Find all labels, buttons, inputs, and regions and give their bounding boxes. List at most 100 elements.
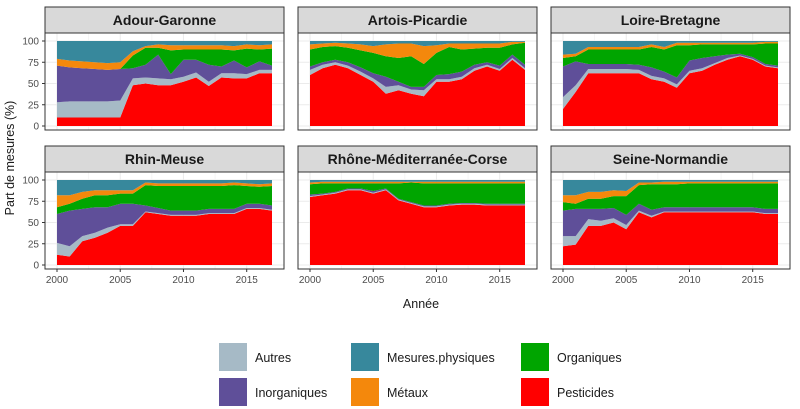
facet-strip bbox=[44, 145, 285, 173]
legend-label: Inorganiques bbox=[255, 386, 327, 400]
y-tick-label: 100 bbox=[22, 176, 39, 187]
area-series-inorganiques bbox=[57, 203, 272, 247]
facet-title: Adour-Garonne bbox=[113, 12, 217, 28]
legend-label: Pesticides bbox=[557, 386, 614, 400]
legend-item: Métaux bbox=[351, 378, 429, 406]
x-tick-label: 2000 bbox=[552, 275, 575, 286]
legend-item: Organiques bbox=[521, 343, 622, 371]
area-series-pesticides bbox=[310, 190, 525, 265]
facet-strip bbox=[550, 6, 791, 34]
x-axis-label: Année bbox=[403, 297, 439, 311]
area-series-inorganiques bbox=[563, 53, 778, 98]
y-axis-label: Part de mesures (%) bbox=[3, 101, 17, 216]
y-tick-label: 0 bbox=[33, 261, 39, 272]
facet-strip bbox=[44, 6, 285, 34]
area-series-mesures-physiques bbox=[563, 180, 778, 196]
x-tick-label: 2000 bbox=[46, 275, 69, 286]
panel-border bbox=[550, 32, 791, 131]
facet-strip bbox=[550, 145, 791, 173]
area-series-pesticides bbox=[310, 59, 525, 127]
area-series-mesures-physiques bbox=[57, 41, 272, 64]
legend-label: Autres bbox=[255, 351, 291, 365]
area-series-pesticides bbox=[563, 212, 778, 265]
panel-border bbox=[297, 171, 538, 270]
legend-item: Mesures.physiques bbox=[351, 343, 495, 371]
y-tick-label: 75 bbox=[28, 197, 40, 208]
facet-title: Artois-Picardie bbox=[368, 12, 468, 28]
area-series-mesures-physiques bbox=[310, 41, 525, 47]
x-tick-label: 2010 bbox=[425, 275, 448, 286]
area-series-autres bbox=[57, 69, 272, 118]
area-series-m-taux bbox=[57, 182, 272, 208]
x-tick-label: 2010 bbox=[678, 275, 701, 286]
panel-border bbox=[44, 32, 285, 131]
y-tick-label: 50 bbox=[28, 79, 40, 90]
area-series-organiques bbox=[563, 43, 778, 78]
area-series-organiques bbox=[310, 182, 525, 206]
area-series-pesticides bbox=[57, 73, 272, 126]
area-series-organiques bbox=[57, 185, 272, 214]
facet-strip bbox=[297, 6, 538, 34]
facet-title: Rhin-Meuse bbox=[125, 151, 205, 167]
facet-panel: Artois-Picardie bbox=[297, 6, 538, 131]
area-series-m-taux bbox=[57, 44, 272, 70]
y-tick-label: 50 bbox=[28, 218, 40, 229]
x-tick-label: 2010 bbox=[172, 275, 195, 286]
area-series-mesures-physiques bbox=[57, 180, 272, 196]
facet-strip bbox=[297, 145, 538, 173]
area-series-inorganiques bbox=[563, 203, 778, 237]
x-tick-label: 2015 bbox=[489, 275, 512, 286]
panel-border bbox=[44, 171, 285, 270]
area-series-m-taux bbox=[310, 41, 525, 64]
facet-panel: Seine-Normandie 2000 2005 2010 2015 bbox=[550, 145, 791, 286]
x-tick-label: 2000 bbox=[299, 275, 322, 286]
legend-label: Métaux bbox=[387, 386, 429, 400]
legend-label: Organiques bbox=[557, 351, 622, 365]
x-tick-label: 2015 bbox=[742, 275, 765, 286]
area-series-autres bbox=[57, 208, 272, 257]
y-tick-label: 25 bbox=[28, 239, 40, 250]
legend: Autres Mesures.physiques Organiques Inorgan… bbox=[219, 343, 622, 406]
legend-swatch bbox=[521, 378, 549, 406]
legend-swatch bbox=[219, 343, 247, 371]
legend-item: Inorganiques bbox=[219, 378, 327, 406]
area-series-autres bbox=[563, 55, 778, 109]
legend-item: Autres bbox=[219, 343, 291, 371]
legend-swatch bbox=[219, 378, 247, 406]
panel-border bbox=[297, 32, 538, 131]
area-series-organiques bbox=[57, 47, 272, 75]
y-tick-label: 25 bbox=[28, 100, 40, 111]
area-series-inorganiques bbox=[57, 54, 272, 103]
x-tick-label: 2005 bbox=[362, 275, 385, 286]
legend-swatch bbox=[521, 343, 549, 371]
area-series-m-taux bbox=[563, 181, 778, 204]
panel-border bbox=[550, 171, 791, 270]
facet-panel: Adour-Garonne 0 25 50 75 100 bbox=[22, 6, 285, 133]
y-tick-label: 75 bbox=[28, 58, 40, 69]
area-series-mesures-physiques bbox=[563, 41, 778, 55]
area-series-pesticides bbox=[563, 56, 778, 126]
area-series-inorganiques bbox=[310, 188, 525, 207]
legend-label: Mesures.physiques bbox=[387, 351, 495, 365]
area-series-organiques bbox=[563, 183, 778, 215]
area-series-m-taux bbox=[310, 181, 525, 185]
facet-panels: Adour-Garonne 0 25 50 75 100 Artois-Picardie Lo… bbox=[22, 6, 791, 286]
area-series-m-taux bbox=[563, 41, 778, 58]
facet-panel: Loire-Bretagne bbox=[550, 6, 791, 131]
facet-panel: Rhin-Meuse 0 25 50 75 100 2000 2005 2010 2015 bbox=[22, 145, 285, 286]
legend-item: Pesticides bbox=[521, 378, 614, 406]
y-tick-label: 0 bbox=[33, 122, 39, 133]
legend-swatch bbox=[351, 343, 379, 371]
facet-title: Rhône-Méditerranée-Corse bbox=[328, 151, 508, 167]
area-series-mesures-physiques bbox=[310, 180, 525, 183]
facet-title: Seine-Normandie bbox=[613, 151, 728, 167]
legend-swatch bbox=[351, 378, 379, 406]
area-series-organiques bbox=[310, 42, 525, 87]
facet-panel: Rhône-Méditerranée-Corse 2000 2005 2010 2015 bbox=[297, 145, 538, 286]
y-tick-label: 100 bbox=[22, 37, 39, 48]
x-tick-label: 2015 bbox=[236, 275, 259, 286]
x-tick-label: 2005 bbox=[615, 275, 638, 286]
x-tick-label: 2005 bbox=[109, 275, 132, 286]
area-series-pesticides bbox=[57, 208, 272, 265]
